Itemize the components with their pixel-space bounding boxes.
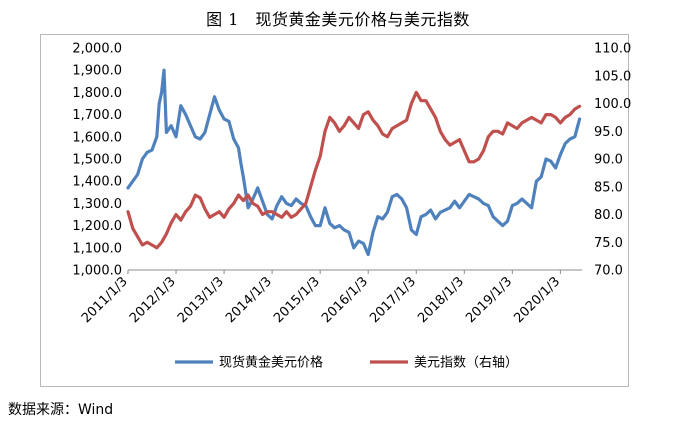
y-left-tick-label: 1,000.0 bbox=[72, 264, 122, 279]
x-tick-label: 2017/1/3 bbox=[367, 274, 419, 326]
dollar-index-line bbox=[126, 90, 582, 250]
x-tick-label: 2013/1/3 bbox=[175, 274, 227, 326]
y-right-tick-label: 95.0 bbox=[594, 125, 623, 140]
x-tick-label: 2014/1/3 bbox=[223, 274, 275, 326]
y-right-tick-label: 110.0 bbox=[594, 42, 631, 57]
x-tick-label: 2020/1/3 bbox=[511, 274, 563, 326]
y-left-tick-label: 1,400.0 bbox=[72, 175, 122, 190]
chart-title: 图 1 现货黄金美元价格与美元指数 bbox=[206, 10, 470, 29]
x-tick-label: 2018/1/3 bbox=[415, 274, 467, 326]
x-tick-label: 2012/1/3 bbox=[127, 274, 179, 326]
y-left-tick-label: 1,600.0 bbox=[72, 130, 122, 145]
y-left-tick-label: 1,500.0 bbox=[72, 153, 122, 168]
y-right-tick-label: 100.0 bbox=[594, 97, 631, 112]
chart-frame bbox=[40, 34, 629, 387]
legend-label: 现货黄金美元价格 bbox=[219, 355, 323, 371]
y-right-tick-label: 105.0 bbox=[594, 69, 631, 84]
y-left-tick-label: 1,700.0 bbox=[72, 108, 122, 123]
y-left-tick-label: 1,300.0 bbox=[72, 197, 122, 212]
gold-price-line bbox=[126, 68, 582, 257]
x-tick-label: 2011/1/3 bbox=[79, 274, 131, 326]
y-right-tick-label: 90.0 bbox=[594, 153, 623, 168]
x-tick-label: 2019/1/3 bbox=[463, 274, 515, 326]
x-tick-label: 2015/1/3 bbox=[271, 274, 323, 326]
y-left-tick-label: 1,800.0 bbox=[72, 86, 122, 101]
y-right-tick-label: 70.0 bbox=[594, 264, 623, 279]
y-right-tick-label: 85.0 bbox=[594, 180, 623, 195]
y-left-tick-label: 1,200.0 bbox=[72, 219, 122, 234]
y-right-tick-label: 75.0 bbox=[594, 236, 623, 251]
y-right-tick-label: 80.0 bbox=[594, 208, 623, 223]
data-source-note: 数据来源：Wind bbox=[8, 402, 114, 418]
y-left-tick-label: 1,900.0 bbox=[72, 64, 122, 79]
x-tick-label: 2016/1/3 bbox=[319, 274, 371, 326]
legend-label: 美元指数（右轴） bbox=[414, 356, 518, 371]
y-left-tick-label: 1,100.0 bbox=[72, 241, 122, 256]
y-left-tick-label: 2,000.0 bbox=[72, 42, 122, 57]
